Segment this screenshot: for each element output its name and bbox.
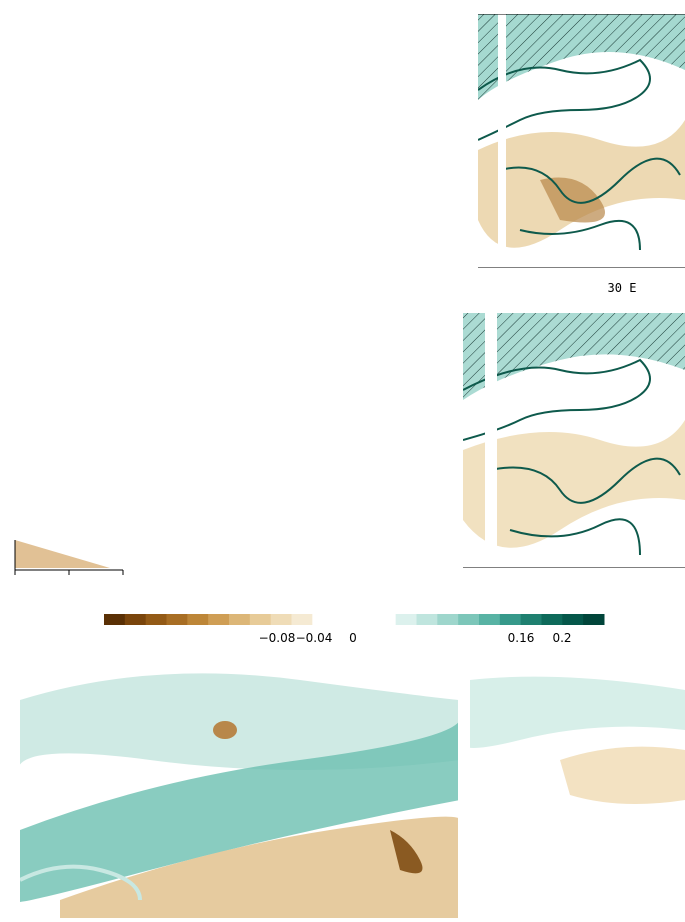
page: 30 E −0.08−0.0400.160.2 (() => { cons [0, 0, 685, 918]
colorbar-swatch [167, 614, 188, 625]
colorbar-tick-label: −0.08 [259, 631, 296, 645]
figure: 30 E −0.08−0.04 0 0.16 0.2 [0, 0, 685, 918]
colorbar-swatch [375, 614, 396, 625]
colorbar-swatch [146, 614, 167, 625]
colorbar-swatch [542, 614, 563, 625]
colorbar-swatch [208, 614, 229, 625]
colorbar-tick-label: 0.16 [508, 631, 535, 645]
longitude-label: 30 E [608, 281, 637, 295]
colorbar-swatch [250, 614, 271, 625]
colorbar-swatch [229, 614, 250, 625]
colorbar-swatch [521, 614, 542, 625]
colorbar-swatch [125, 614, 146, 625]
colorbar-swatch [396, 614, 417, 625]
colorbar-swatch [500, 614, 521, 625]
colorbar-tick-label: −0.04 [296, 631, 333, 645]
map-panel [478, 8, 685, 274]
colorbar-swatch [479, 614, 500, 625]
colorbar-swatch [271, 614, 292, 625]
colorbar-swatch [187, 614, 208, 625]
colorbar-tick-label: 0.2 [552, 631, 571, 645]
colorbar-swatch [292, 614, 313, 625]
colorbar-swatch [417, 614, 438, 625]
map-panel [18, 660, 685, 918]
colorbar-swatch [354, 614, 375, 625]
map-panel [463, 307, 685, 576]
colorbar-swatch [312, 614, 333, 625]
colorbar-swatch [104, 614, 125, 625]
colorbar-swatch [583, 614, 604, 625]
colorbar-swatch [562, 614, 583, 625]
colorbar-tick-label: 0 [349, 631, 357, 645]
colorbar-swatch [333, 614, 354, 625]
map-fragment [15, 540, 123, 575]
colorbar: −0.08−0.04 0 0.16 0.2 [104, 614, 605, 645]
colorbar-swatch [437, 614, 458, 625]
colorbar-swatch [458, 614, 479, 625]
